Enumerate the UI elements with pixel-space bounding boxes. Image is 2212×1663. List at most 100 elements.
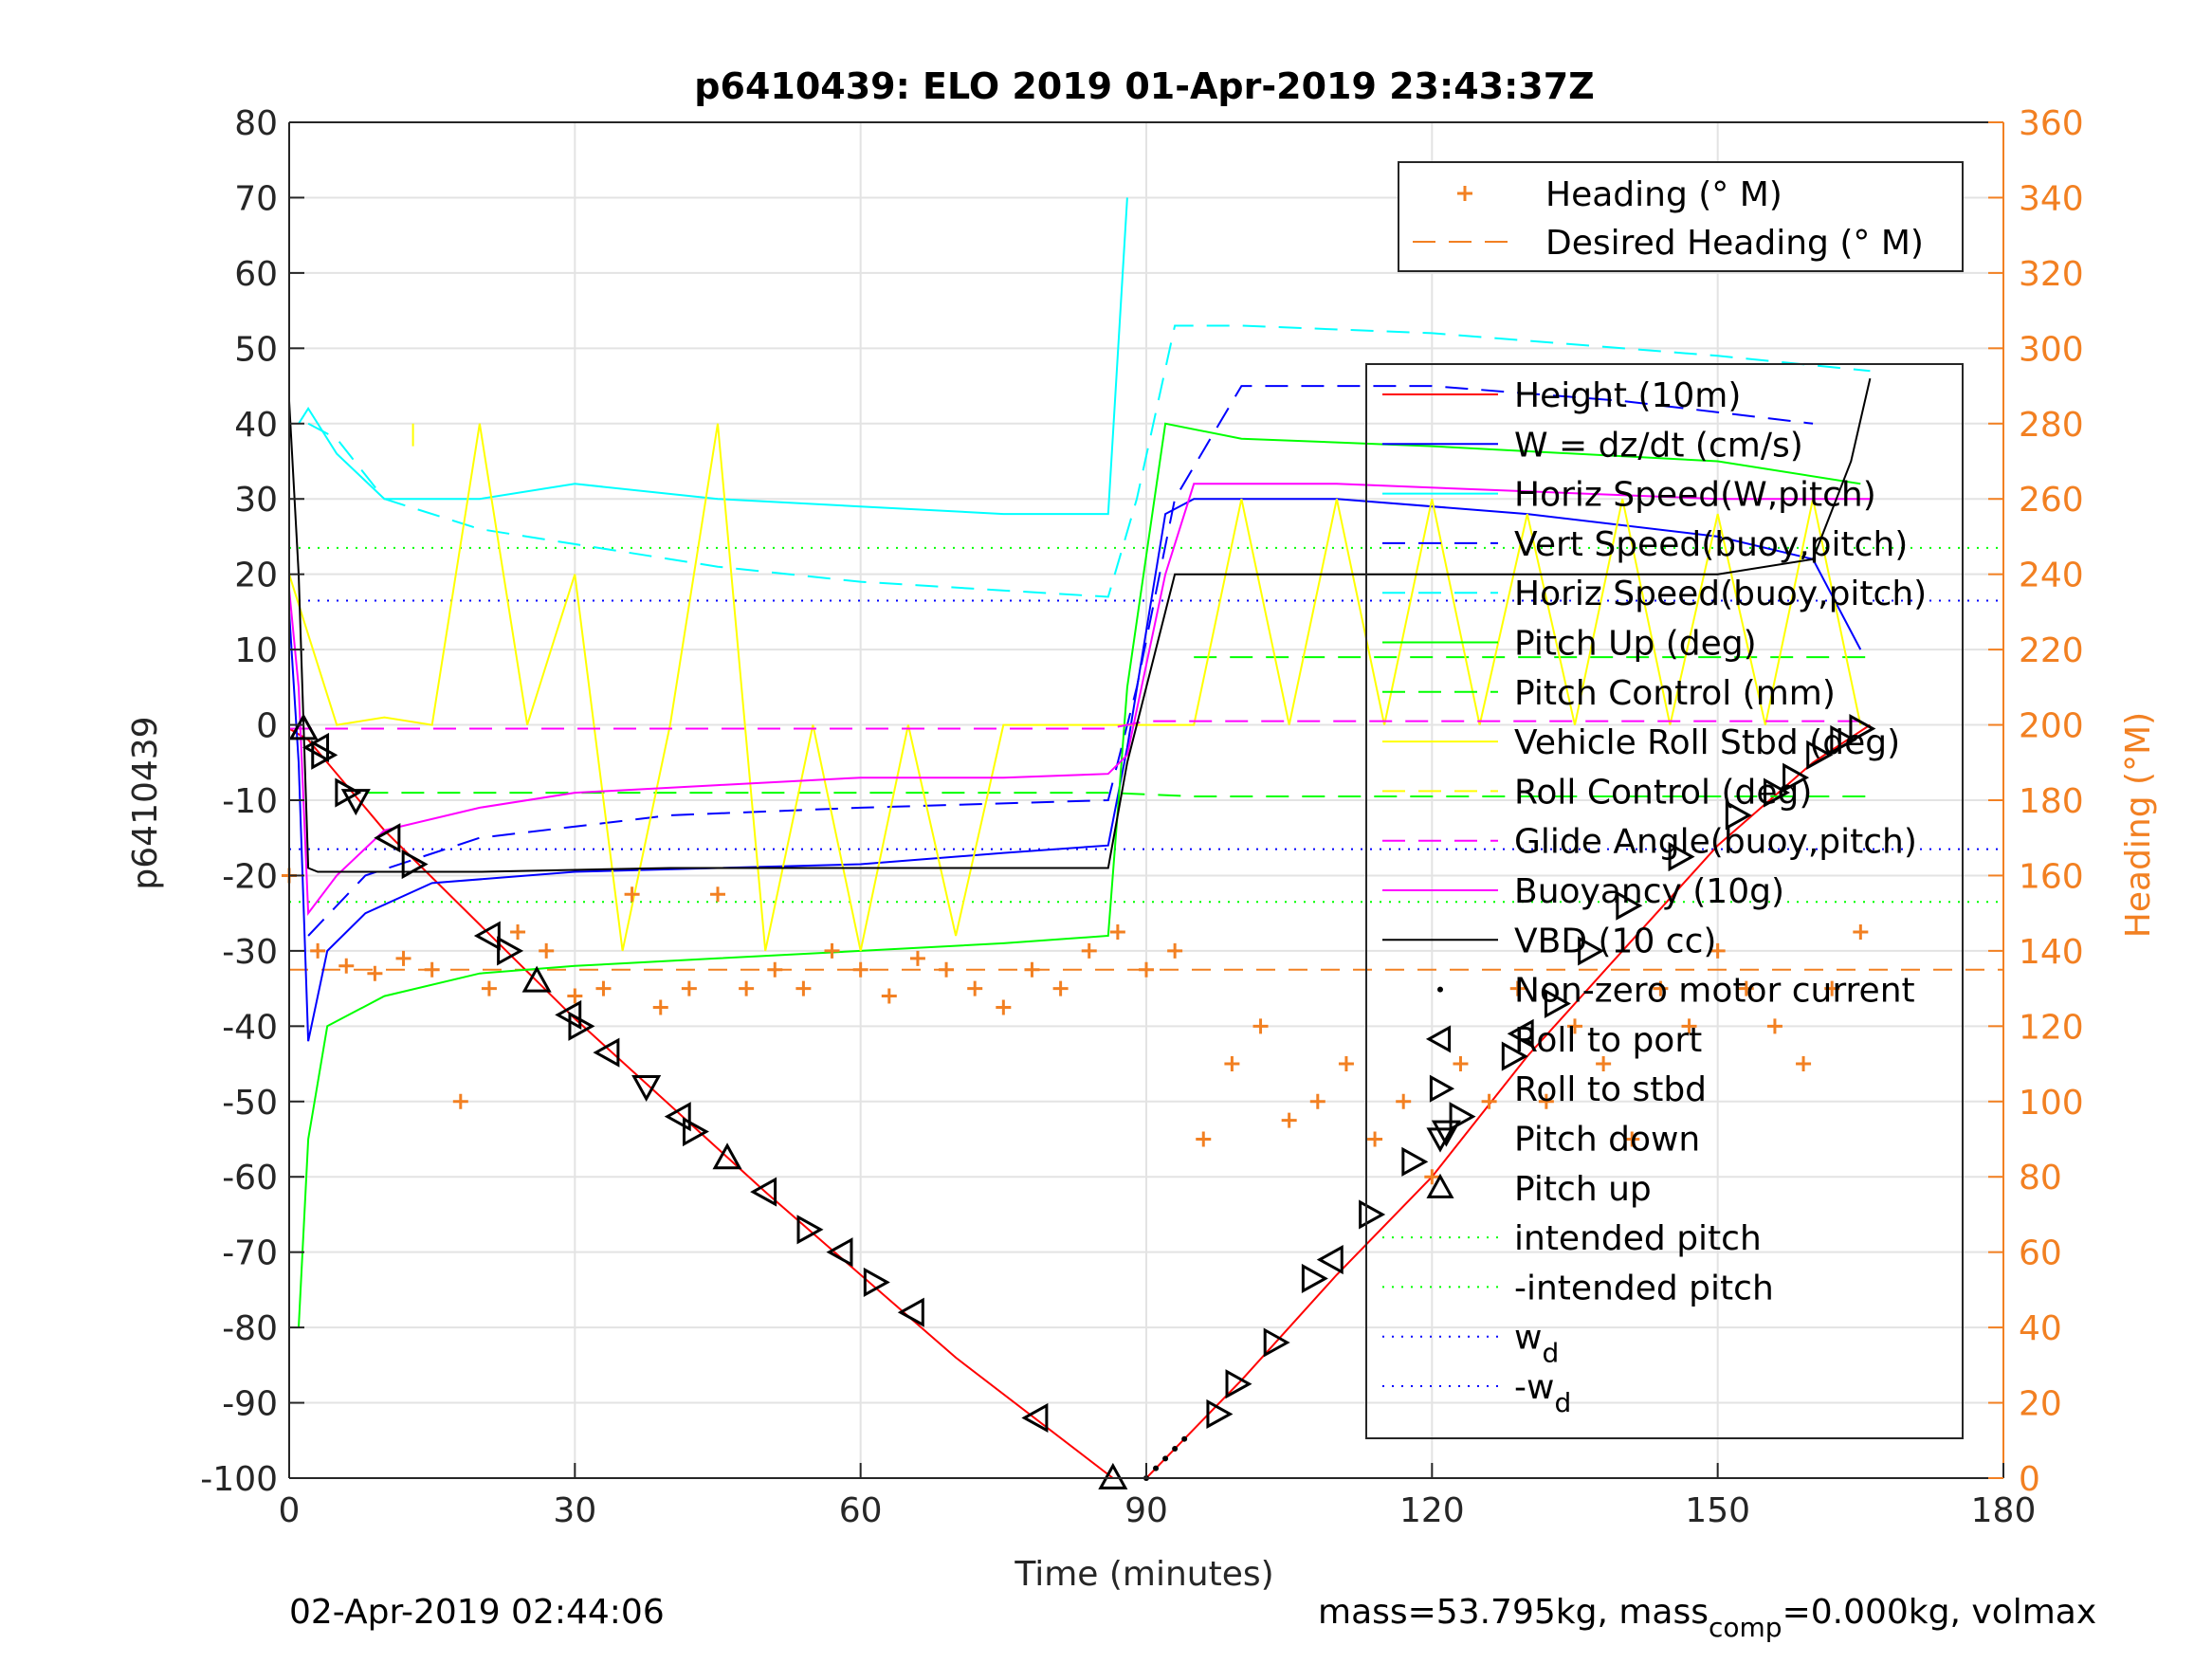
- series-line: [288, 723, 1871, 1479]
- marker-tri-right: [1545, 988, 1571, 1019]
- heading-point: [1139, 961, 1154, 978]
- y-tick-label: -40: [222, 1008, 278, 1047]
- heading-point: [1453, 1056, 1469, 1072]
- y-tick-label: 80: [234, 104, 278, 143]
- motor-current-dot: [1153, 1465, 1160, 1471]
- legend-box: [1398, 161, 1964, 272]
- legend-label: Desired Heading (° M): [1545, 224, 1924, 263]
- legend-label-sub: d: [1554, 1387, 1571, 1418]
- y2-tick-label: 160: [2019, 857, 2084, 896]
- series-line: [298, 422, 1861, 1328]
- series-line: [288, 483, 1871, 917]
- x-tick-label: 90: [1124, 1491, 1168, 1530]
- legend-sample: [1425, 1025, 1452, 1053]
- marker-tri-left: [593, 1037, 620, 1068]
- x-tick-label: 30: [553, 1491, 596, 1530]
- heading-point: [1709, 942, 1726, 959]
- legend-label: Roll to port: [1514, 1021, 1702, 1060]
- marker-layer: [288, 713, 1876, 1489]
- heading-point: [1624, 1131, 1640, 1147]
- heading-point: [681, 980, 697, 996]
- legend-label: Height (10m): [1514, 376, 1741, 415]
- marker-tri-right: [796, 1215, 824, 1245]
- marker-tri-left: [1316, 1245, 1344, 1275]
- heading-point: [395, 950, 411, 966]
- marker-tri-down: [340, 789, 371, 816]
- y2-axis-label: Heading (°M): [2119, 712, 2158, 938]
- y2-tick-label: 360: [2019, 104, 2084, 143]
- legend-sample: [1457, 186, 1472, 201]
- heading-point: [1567, 1018, 1582, 1034]
- y-tick-label: -30: [222, 933, 278, 972]
- heading-point: [338, 958, 355, 974]
- series-line: [307, 385, 1814, 937]
- footer-mass-sub: comp: [1709, 1612, 1782, 1643]
- marker-tri-left: [302, 732, 330, 762]
- marker-tri-right: [568, 1011, 595, 1041]
- heading-point: [939, 961, 955, 978]
- legend-label: Roll to stbd: [1514, 1070, 1707, 1109]
- legend-label: Heading (° M): [1545, 175, 1782, 214]
- heading-point: [1853, 924, 1869, 941]
- x-tick-label: 150: [1685, 1491, 1750, 1530]
- marker-tri-left: [664, 1102, 691, 1132]
- y-tick-label: 10: [234, 631, 278, 670]
- heading-point: [539, 942, 555, 959]
- motor-current-dot: [1162, 1455, 1169, 1462]
- heading-point: [1766, 1018, 1782, 1034]
- legend-label: Pitch up: [1514, 1170, 1652, 1209]
- heading-point: [710, 886, 725, 903]
- heading-point: [1281, 1112, 1297, 1128]
- axes-layer: 0 30 60 90 120 150 18080706050403020100-10-20-…: [200, 104, 2083, 1530]
- marker-tri-right: [1668, 842, 1695, 872]
- legend-label: intended pitch: [1514, 1219, 1762, 1258]
- marker-tri-left: [1021, 1402, 1049, 1433]
- series-line: [307, 324, 1871, 598]
- legend-label: Pitch down: [1514, 1121, 1700, 1160]
- heading-point: [1796, 1056, 1812, 1072]
- x-tick-label: 0: [279, 1491, 301, 1530]
- heading-point: [510, 924, 526, 941]
- marker-tri-up: [521, 965, 552, 993]
- marker-tri-right: [1359, 1199, 1386, 1230]
- heading-point: [1509, 980, 1526, 996]
- y2-tick-label: 40: [2019, 1309, 2062, 1348]
- marker-tri-left: [826, 1237, 853, 1268]
- marker-tri-right: [1401, 1146, 1429, 1177]
- footer-mass: mass=53.795kg, masscomp=0.000kg, volmax: [1318, 1593, 2096, 1643]
- marker-tri-right: [1782, 762, 1810, 793]
- marker-tri-right: [1449, 1102, 1476, 1132]
- heading-point: [452, 1093, 468, 1109]
- y-tick-label: 0: [256, 707, 278, 746]
- heading-point: [1024, 961, 1040, 978]
- marker-tri-left: [1507, 1018, 1534, 1049]
- marker-tri-right: [682, 1117, 709, 1147]
- legend-sample: [1426, 1127, 1454, 1153]
- y-tick-label: -20: [222, 857, 278, 896]
- y-tick-label: 30: [234, 481, 278, 520]
- marker-tri-right: [863, 1267, 890, 1297]
- legend-label: Vehicle Roll Stbd (deg): [1514, 723, 1900, 762]
- marker-tri-up: [1098, 1462, 1128, 1489]
- series-layer: [288, 197, 1872, 1479]
- series-line: [288, 377, 1872, 873]
- marker-tri-right: [1206, 1398, 1234, 1430]
- legend-label-sub: d: [1542, 1338, 1559, 1369]
- heading-point: [1196, 1131, 1212, 1147]
- heading-point: [1424, 1169, 1440, 1185]
- marker-tri-right: [1806, 740, 1834, 770]
- legend-label: VBD (10 cc): [1514, 922, 1716, 960]
- y-tick-label: 50: [234, 330, 278, 369]
- y2-tick-label: 0: [2019, 1460, 2040, 1499]
- legend-label: W = dz/dt (cm/s): [1514, 426, 1803, 465]
- series-line: [288, 423, 1862, 952]
- y-tick-label: 40: [234, 406, 278, 445]
- marker-tri-right: [1764, 777, 1791, 808]
- heading-point: [1052, 980, 1069, 996]
- legend-box: [1365, 363, 1964, 1439]
- marker-tri-right: [497, 936, 524, 966]
- marker-tri-right: [1616, 890, 1643, 921]
- marker-tri-up: [288, 713, 319, 740]
- y-tick-label: -70: [222, 1234, 278, 1273]
